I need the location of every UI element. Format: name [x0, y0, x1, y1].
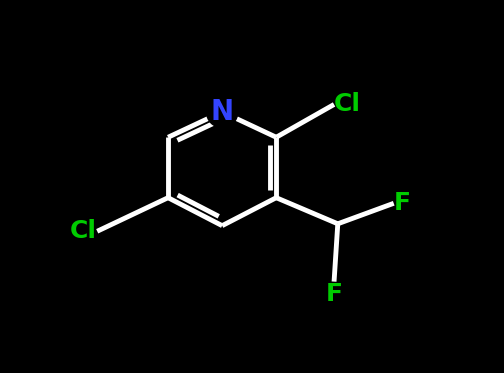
Text: F: F [394, 191, 411, 215]
Text: Cl: Cl [334, 93, 361, 116]
Text: F: F [326, 282, 343, 305]
Circle shape [207, 96, 238, 128]
Text: N: N [211, 98, 234, 126]
Text: Cl: Cl [70, 219, 97, 243]
